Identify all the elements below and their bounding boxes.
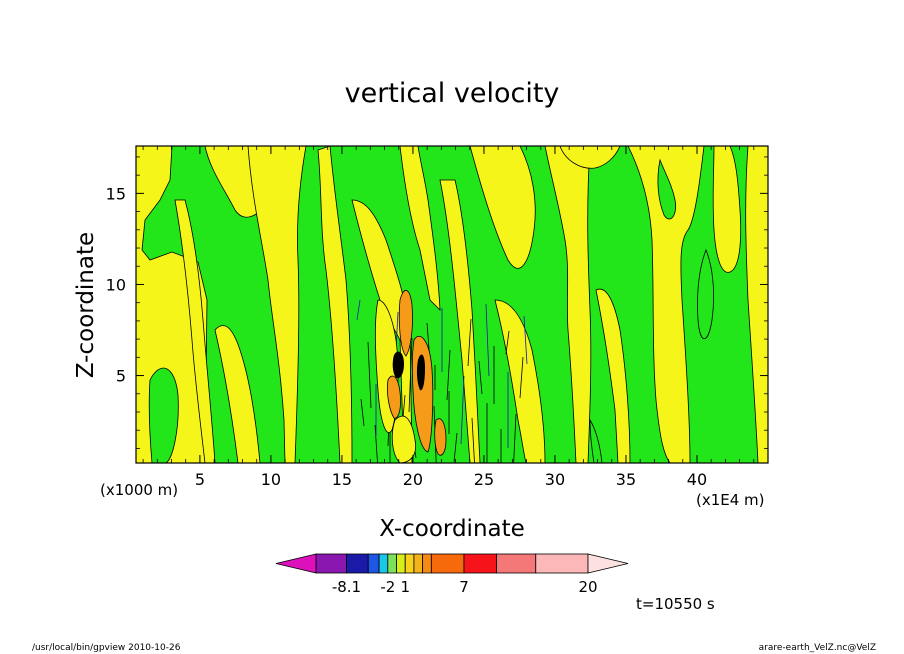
yellow-region <box>745 146 768 463</box>
colorbar-label: -2 <box>380 578 395 596</box>
x-tick-label: 25 <box>474 470 494 489</box>
colorbar-segment <box>463 553 498 574</box>
yellow-region <box>544 146 592 463</box>
contour-filament <box>513 413 517 463</box>
colorbar-segment <box>535 553 589 574</box>
colorbar-arrow-high <box>587 553 629 574</box>
x-unit-left: (x1000 m) <box>100 481 178 499</box>
contour-filament <box>360 398 365 427</box>
contour-filament <box>356 299 361 321</box>
y-axis-label: Z-coordinate <box>73 232 99 378</box>
yellow-region <box>559 146 621 169</box>
contour-filament <box>446 349 451 401</box>
y-tick-label: 5 <box>116 367 126 386</box>
green-region <box>697 248 714 340</box>
x-tick-label: 10 <box>261 470 281 489</box>
yellow-region <box>391 415 417 463</box>
yellow-region <box>214 325 261 463</box>
contour-filament <box>460 375 465 445</box>
colorbar-segment <box>315 553 347 574</box>
contour-filament <box>453 432 458 463</box>
colorbar-segment <box>413 553 424 574</box>
contour-filament <box>467 318 472 367</box>
x-tick-label: 15 <box>332 470 352 489</box>
yellow-region <box>627 146 705 463</box>
x-tick-label: 5 <box>195 470 205 489</box>
green-region <box>589 418 603 463</box>
dark-core <box>416 354 425 391</box>
colorbar-segment <box>404 553 415 574</box>
contour-filament <box>505 330 510 355</box>
colorbar-segment <box>346 553 369 574</box>
colorbar-segment <box>367 553 380 574</box>
colorbar-segment <box>496 553 537 574</box>
colorbar-segment <box>378 553 389 574</box>
colorbar-label: 20 <box>578 578 597 596</box>
colorbar: -8.1 -2 1 7 20 <box>275 553 629 596</box>
orange-region <box>386 375 401 419</box>
x-tick-label: 35 <box>616 470 636 489</box>
y-tick-label: 15 <box>106 184 126 203</box>
plot-frame <box>135 145 769 464</box>
chart-title: vertical velocity <box>345 78 560 109</box>
yellow-region <box>399 146 441 312</box>
contour-filament <box>471 417 475 463</box>
x-axis-label: X-coordinate <box>379 516 525 542</box>
timestamp: t=10550 s <box>636 595 715 613</box>
colorbar-segment <box>387 553 397 574</box>
colorbar-label: 7 <box>459 578 469 596</box>
contour-field <box>136 146 768 463</box>
colorbar-segment <box>422 553 432 574</box>
x-tick-label: 20 <box>403 470 423 489</box>
x-tick-label: 30 <box>545 470 565 489</box>
colorbar-arrow-low <box>275 553 317 574</box>
plot-area <box>135 145 769 464</box>
x-unit-right: (x1E4 m) <box>696 491 765 509</box>
green-region <box>657 158 677 220</box>
orange-region <box>434 418 447 456</box>
contour-filament <box>485 303 490 377</box>
colorbar-label: -8.1 <box>332 578 361 596</box>
y-tick-label: 10 <box>106 275 126 294</box>
footer-left: /usr/local/bin/gpview 2010-10-26 <box>32 643 181 653</box>
axis-ticks: 5 10 15 20 25 30 35 40 5 10 15 <box>106 146 768 489</box>
colorbar-segment <box>430 553 465 574</box>
colorbar-segment <box>396 553 406 574</box>
dark-core <box>392 351 404 379</box>
green-region <box>148 367 179 463</box>
yellow-region <box>712 146 742 273</box>
contour-filament <box>478 360 483 395</box>
yellow-region <box>174 199 216 463</box>
contour-filament <box>523 315 528 365</box>
colorbar-label: 1 <box>400 578 410 596</box>
contour-filament <box>367 341 372 409</box>
orange-region <box>398 290 413 357</box>
x-tick-label: 40 <box>687 470 707 489</box>
footer-right: arare-earth_VelZ.nc@VelZ <box>759 643 876 653</box>
yellow-region <box>595 288 631 463</box>
yellow-region <box>469 146 536 269</box>
contour-filament <box>519 356 524 399</box>
yellow-region <box>439 179 481 463</box>
contour-filament <box>408 337 413 413</box>
